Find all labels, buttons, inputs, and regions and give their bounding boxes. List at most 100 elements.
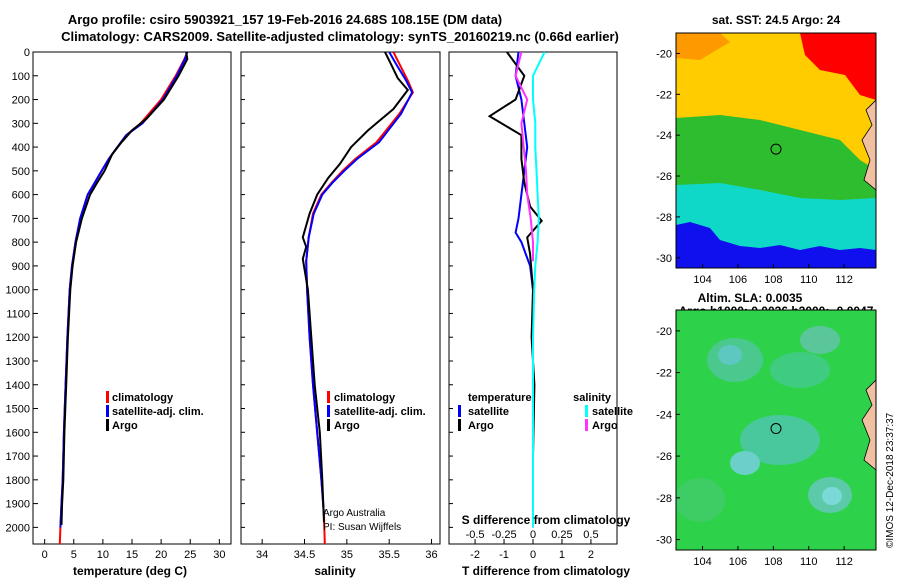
x-tick-label: 15 (126, 549, 138, 561)
x-tick-label: 30 (213, 549, 225, 561)
map-y-tick-label: -26 (656, 451, 672, 463)
sla-map-frame (675, 309, 877, 551)
depth-tick-label: 900 (12, 261, 30, 273)
sla-eddy (800, 326, 840, 354)
depth-tick-label: 1300 (6, 356, 30, 368)
map-x-tick-label: 108 (764, 274, 782, 286)
sst-map-frame (675, 32, 877, 269)
x-tick-label: 10 (97, 549, 109, 561)
x-tick-label: -1 (499, 549, 509, 561)
legend-t-argo: Argo (468, 420, 494, 432)
map-y-tick-label: -20 (656, 48, 672, 60)
s-diff-tick-label: 0.25 (551, 529, 572, 541)
sst-map-axes: 104 106 108 110 112 -20 -22 -24 -26 -28 -30 (656, 48, 853, 286)
difference-legend: temperature satellite Argo salinity sate… (458, 392, 633, 432)
legend-swatch-satellite (106, 405, 109, 417)
legend-swatch-climatology (106, 391, 109, 403)
depth-tick-label: 600 (12, 190, 30, 202)
legend-title-salinity: salinity (573, 392, 612, 404)
depth-tick-label: 1800 (6, 475, 30, 487)
title-line-1: Argo profile: csiro 5903921_157 19-Feb-2… (68, 12, 502, 27)
s-diff-tick-label: 0 (530, 529, 536, 541)
legend-title-temperature: temperature (468, 392, 532, 404)
map-y-tick-label: -28 (656, 493, 672, 505)
legend-swatch-argo (106, 419, 109, 431)
map-x-tick-label: 112 (835, 274, 853, 286)
title-line-2: Climatology: CARS2009. Satellite-adjuste… (61, 29, 619, 44)
legend-s-satellite: satellite (592, 406, 633, 418)
depth-tick-label: 400 (12, 142, 30, 154)
x-tick-label: 35.5 (378, 549, 399, 561)
map-x-tick-label: 108 (764, 556, 782, 568)
sst-coastline (861, 99, 876, 191)
t-difference-xlabel: T difference from climatology (462, 564, 630, 578)
sla-eddy (740, 415, 820, 465)
sst-band-red (800, 33, 876, 100)
depth-tick-label: 1500 (6, 404, 30, 416)
legend-swatch-satellite (327, 405, 330, 417)
sla-eddy (770, 352, 830, 388)
salinity-lines (301, 52, 415, 544)
map-y-tick-label: -26 (656, 171, 672, 183)
credit-pi: PI: Susan Wijffels (323, 522, 401, 533)
series-line-salinity-satellite (532, 52, 546, 528)
x-axes: 0 5 10 15 20 25 30 34 34.5 35 35.5 36 -2 -1 0 1 2 -0.5 -0.… (42, 529, 599, 561)
sst-map-title: sat. SST: 24.5 Argo: 24 (712, 13, 841, 27)
depth-tick-label: 500 (12, 166, 30, 178)
series-line-salinity-argo (514, 52, 534, 262)
s-diff-tick-label: -0.25 (491, 529, 516, 541)
sst-band-warm (676, 33, 876, 150)
depth-tick-label: 1400 (6, 380, 30, 392)
x-tick-label: 20 (155, 549, 167, 561)
s-diff-tick-label: -0.5 (466, 529, 485, 541)
temperature-legend: climatology satellite-adj. clim. Argo (106, 391, 204, 432)
x-tick-label: 0 (530, 549, 536, 561)
sla-eddy (676, 478, 725, 522)
depth-tick-label: 1200 (6, 332, 30, 344)
legend-swatch-t-satellite (458, 405, 461, 417)
x-tick-label: 35 (341, 549, 353, 561)
sst-band-green (676, 115, 876, 205)
argo-position-marker (770, 143, 782, 155)
legend-climatology: climatology (112, 392, 174, 404)
legend-swatch-argo (327, 419, 330, 431)
s-diff-tick-label: 0.5 (583, 529, 598, 541)
legend-swatch-t-argo (458, 419, 461, 431)
depth-tick-label: 1100 (6, 308, 30, 320)
map-y-tick-label: -28 (656, 212, 672, 224)
x-tick-label: 2 (588, 549, 594, 561)
x-tick-label: 0 (42, 549, 48, 561)
sla-map-title: Altim. SLA: 0.0035 (698, 291, 803, 305)
map-x-tick-label: 106 (729, 274, 747, 286)
map-x-tick-label: 112 (835, 556, 853, 568)
legend-argo: Argo (112, 420, 138, 432)
depth-tick-label: 700 (12, 213, 30, 225)
depth-tick-label: 1700 (6, 451, 30, 463)
sst-map (676, 33, 876, 268)
s-difference-xlabel: S difference from climatology (462, 513, 631, 527)
map-y-tick-label: -20 (656, 326, 672, 338)
sla-coastline (861, 379, 876, 471)
map-x-tick-label: 106 (729, 556, 747, 568)
map-x-tick-label: 110 (800, 274, 818, 286)
x-tick-label: 5 (71, 549, 77, 561)
imos-stamp: ©IMOS 12-Dec-2018 23:37:37 (885, 412, 896, 548)
x-tick-label: 34.5 (294, 549, 315, 561)
depth-tick-label: 1900 (6, 499, 30, 511)
map-y-tick-label: -22 (656, 368, 672, 380)
series-line-argo (60, 52, 189, 526)
temperature-lines (58, 52, 189, 544)
map-x-tick-label: 104 (693, 556, 711, 568)
legend-swatch-s-argo (585, 419, 588, 431)
map-x-tick-label: 110 (800, 556, 818, 568)
sst-band-hot (676, 33, 730, 60)
credit-argo-australia: Argo Australia (323, 508, 386, 519)
map-y-tick-label: -30 (656, 535, 672, 547)
legend-swatch-climatology (327, 391, 330, 403)
depth-tick-label: 1600 (6, 427, 30, 439)
legend-t-satellite: satellite (468, 406, 509, 418)
depth-tick-label: 200 (12, 95, 30, 107)
sst-band-blue (676, 222, 876, 268)
temperature-panel (32, 51, 232, 545)
